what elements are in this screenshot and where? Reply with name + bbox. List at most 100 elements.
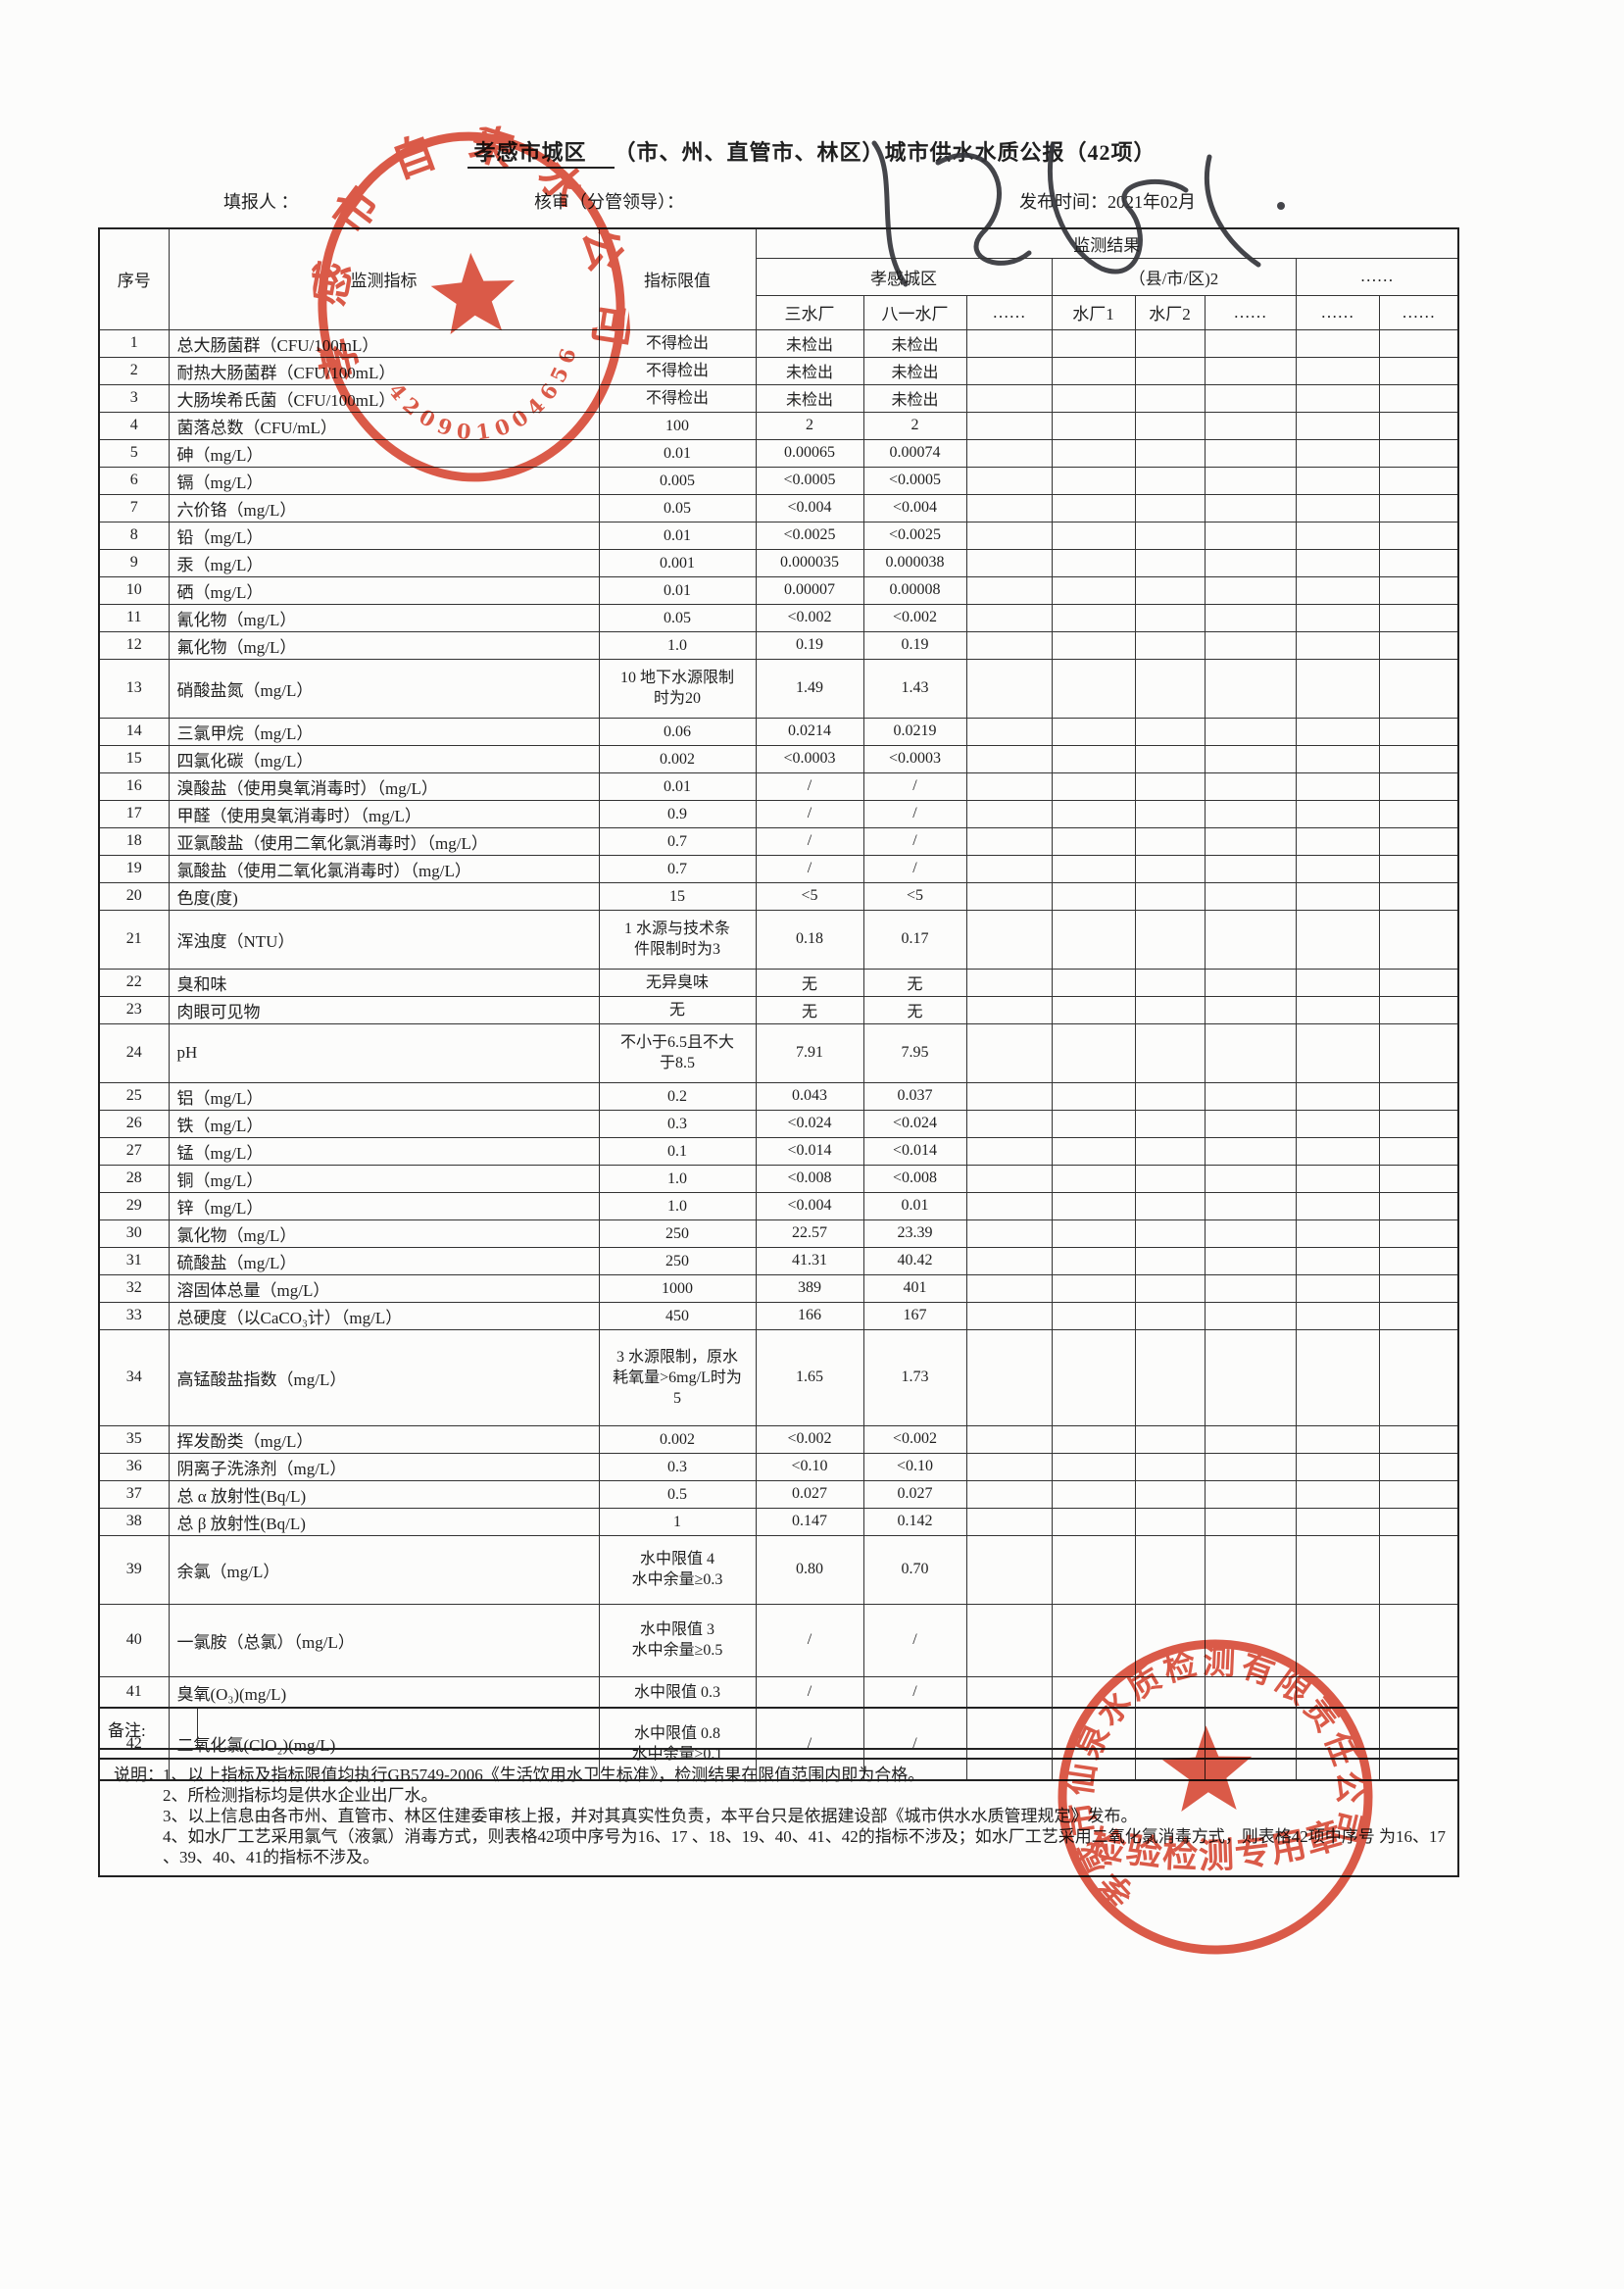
result-plant2-blank (1134, 1328, 1206, 1426)
result-bayi-plant: 0.70 (862, 1534, 967, 1605)
table-row: 20 色度(度) 15 <5 <5 (98, 881, 1459, 911)
result-bayi-plant: / (862, 1675, 967, 1709)
result-bayi-plant: <0.024 (862, 1109, 967, 1138)
result-blank (1204, 493, 1297, 522)
limit-value: 0.05 (598, 493, 757, 522)
result-blank (1204, 1219, 1297, 1248)
result-blank (1204, 799, 1297, 828)
row-no: 13 (98, 658, 170, 719)
result-blank (1295, 1191, 1380, 1220)
result-plant1-blank (1051, 411, 1136, 440)
result-blank (1378, 1328, 1459, 1426)
result-blank (1378, 1675, 1459, 1709)
result-blank (1295, 630, 1380, 660)
row-no: 5 (98, 438, 170, 468)
result-plant1-blank (1051, 771, 1136, 801)
result-bayi-plant: 23.39 (862, 1219, 967, 1248)
result-blank (965, 771, 1053, 801)
reviewer-label: 核审（分管领导）： (534, 192, 684, 212)
limit-value: 0.7 (598, 854, 757, 883)
result-blank (1378, 1534, 1459, 1605)
result-blank (965, 1109, 1053, 1138)
result-blank (1378, 383, 1459, 413)
result-blank (1378, 1273, 1459, 1303)
table-row: 11 氰化物（mg/L） 0.05 <0.002 <0.002 (98, 603, 1459, 632)
result-blank (1295, 383, 1380, 413)
table-row: 6 镉（mg/L） 0.005 <0.0005 <0.0005 (98, 466, 1459, 495)
result-blank (1295, 521, 1380, 550)
result-sanshui-plant: 未检出 (755, 356, 864, 385)
note-text-2: 2、所检测指标均是供水企业出厂水。 (163, 1786, 438, 1805)
result-blank (1378, 968, 1459, 997)
result-blank (1378, 1219, 1459, 1248)
result-sanshui-plant: 0.147 (755, 1507, 864, 1536)
result-blank (965, 1191, 1053, 1220)
indicator-name: 溶固体总量（mg/L） (168, 1273, 600, 1303)
limit-value: 0.01 (598, 771, 757, 801)
result-bayi-plant: / (862, 826, 967, 856)
result-blank (1204, 968, 1297, 997)
result-sanshui-plant: 0.043 (755, 1081, 864, 1111)
result-blank (965, 995, 1053, 1024)
result-plant2-blank (1134, 383, 1206, 413)
result-blank (1204, 881, 1297, 911)
result-blank (1295, 968, 1380, 997)
note-text-1: 1、以上指标及指标限值均执行GB5749-2006《生活饮用水卫生标准》，检测结… (163, 1766, 925, 1784)
result-sanshui-plant: 0.0214 (755, 717, 864, 746)
result-blank (965, 575, 1053, 605)
table-row: 37 总 α 放射性(Bq/L) 0.5 0.027 0.027 (98, 1479, 1459, 1509)
result-sanshui-plant: 无 (755, 995, 864, 1024)
result-blank (1295, 1273, 1380, 1303)
result-bayi-plant: 167 (862, 1301, 967, 1330)
limit-value: 100 (598, 411, 757, 440)
result-blank (1378, 799, 1459, 828)
result-blank (965, 717, 1053, 746)
table-row: 24 pH 不小于6.5且不大 于8.5 7.91 7.95 (98, 1022, 1459, 1083)
result-sanshui-plant: <0.004 (755, 493, 864, 522)
result-blank (1378, 1301, 1459, 1330)
result-blank (1378, 630, 1459, 660)
notes-box: 说明： 1、以上指标及指标限值均执行GB5749-2006《生活饮用水卫生标准》… (98, 1758, 1459, 1877)
result-sanshui-plant: 2 (755, 411, 864, 440)
result-plant2-blank (1134, 356, 1206, 385)
table-row: 21 浑浊度（NTU） 1 水源与技术条 件限制时为3 0.18 0.17 (98, 909, 1459, 970)
plant-header-1: 水厂1 (1051, 294, 1136, 330)
result-plant2-blank (1134, 1219, 1206, 1248)
result-plant2-blank (1134, 968, 1206, 997)
result-blank (1204, 744, 1297, 773)
result-plant1-blank (1051, 658, 1136, 719)
row-no: 6 (98, 466, 170, 495)
table-header: 序号 监测指标 指标限值 监测结果 孝感城区 （县/市/区)2 …… 三水厂 八… (98, 227, 1459, 330)
result-plant2-blank (1134, 1675, 1206, 1709)
table-row: 10 硒（mg/L） 0.01 0.00007 0.00008 (98, 575, 1459, 605)
note-text-4: 4、如水厂工艺采用氯气（液氯）消毒方式，则表格42项中序号为16、17 、18、… (163, 1827, 1446, 1866)
indicator-name: 二氧化氯(ClO₂)(mg/L) (168, 1707, 600, 1781)
result-plant1-blank (1051, 1022, 1136, 1083)
table-row: 4 菌落总数（CFU/mL） 100 2 2 (98, 411, 1459, 440)
row-no: 25 (98, 1081, 170, 1111)
table-row: 1 总大肠菌群（CFU/100mL） 不得检出 未检出 未检出 (98, 328, 1459, 358)
result-blank (1204, 909, 1297, 970)
result-sanshui-plant: 0.80 (755, 1534, 864, 1605)
result-blank (1204, 1328, 1297, 1426)
result-blank (1204, 1164, 1297, 1193)
row-no: 14 (98, 717, 170, 746)
result-bayi-plant: / (862, 1603, 967, 1677)
result-blank (1378, 1164, 1459, 1193)
note-text-3: 3、以上信息由各市州、直管市、林区住建委审核上报，并对其真实性负责，本平台只是依… (163, 1807, 1138, 1825)
result-blank (965, 826, 1053, 856)
row-no: 39 (98, 1534, 170, 1605)
result-blank (1295, 438, 1380, 468)
result-plant1-blank (1051, 744, 1136, 773)
result-blank (1204, 658, 1297, 719)
table-row: 19 氯酸盐（使用二氧化氯消毒时）（mg/L） 0.7// (98, 854, 1459, 883)
result-plant2-blank (1134, 1507, 1206, 1536)
result-blank (965, 1452, 1053, 1481)
result-sanshui-plant: 未检出 (755, 328, 864, 358)
result-bayi-plant: <5 (862, 881, 967, 911)
row-no: 11 (98, 603, 170, 632)
indicator-name: 一氯胺（总氯）（mg/L） (168, 1603, 600, 1677)
result-plant2-blank (1134, 826, 1206, 856)
table-row: 41 臭氧(O₃)(mg/L) 水中限值 0.3// (98, 1675, 1459, 1709)
